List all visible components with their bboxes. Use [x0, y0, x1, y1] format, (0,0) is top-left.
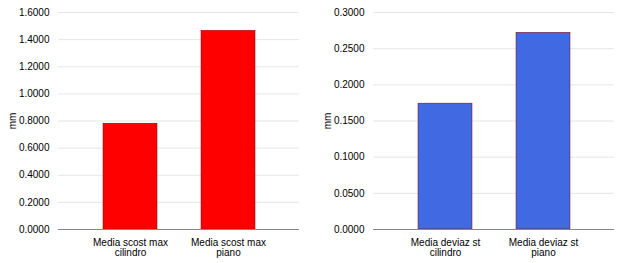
svg-text:0.2500: 0.2500 — [334, 43, 365, 54]
svg-text:0.4000: 0.4000 — [19, 169, 50, 180]
svg-text:1.2000: 1.2000 — [19, 61, 50, 72]
svg-text:0.3000: 0.3000 — [334, 7, 365, 18]
svg-text:mm: mm — [7, 113, 18, 130]
svg-text:Media scost maxcilindro: Media scost maxcilindro — [93, 237, 168, 258]
svg-text:0.2000: 0.2000 — [334, 79, 365, 90]
svg-text:Media scost maxpiano: Media scost maxpiano — [191, 237, 266, 258]
svg-text:1.4000: 1.4000 — [19, 34, 50, 45]
svg-text:0.0000: 0.0000 — [19, 224, 50, 235]
svg-text:1.0000: 1.0000 — [19, 88, 50, 99]
svg-text:Media deviaz stpiano: Media deviaz stpiano — [509, 237, 579, 258]
svg-text:0.6000: 0.6000 — [19, 142, 50, 153]
svg-text:Media deviaz stcilindro: Media deviaz stcilindro — [411, 237, 481, 258]
svg-text:mm: mm — [322, 113, 333, 130]
svg-text:0.1500: 0.1500 — [334, 115, 365, 126]
svg-text:0.1000: 0.1000 — [334, 151, 365, 162]
svg-text:0.0500: 0.0500 — [334, 188, 365, 199]
svg-text:1.6000: 1.6000 — [19, 7, 50, 18]
svg-text:0.8000: 0.8000 — [19, 115, 50, 126]
svg-text:0.0000: 0.0000 — [334, 224, 365, 235]
svg-text:0.2000: 0.2000 — [19, 197, 50, 208]
